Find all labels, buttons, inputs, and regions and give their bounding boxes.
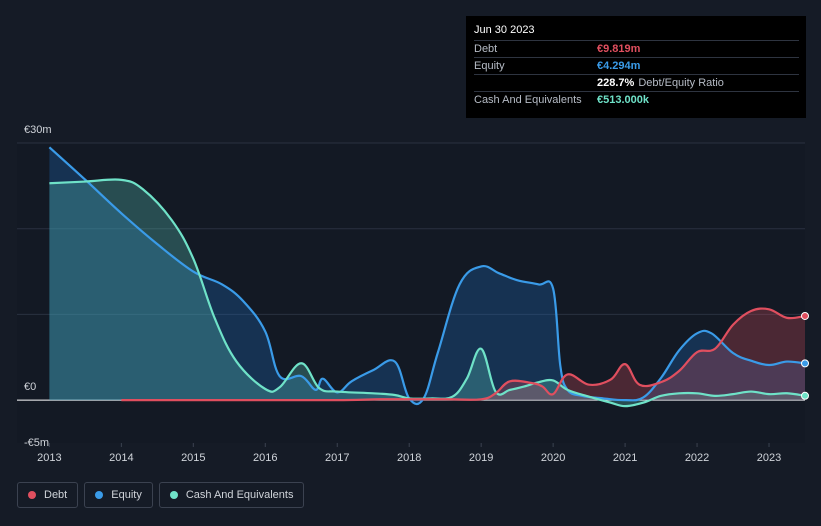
- tooltip-row-debt: Debt €9.819m: [474, 40, 799, 57]
- legend-dot-icon: [95, 491, 104, 499]
- equity-area: [49, 147, 806, 405]
- x-tick-label: 2023: [757, 452, 781, 464]
- legend-dot-icon: [169, 491, 178, 499]
- debt-line: [121, 307, 806, 402]
- y-axis-ticks: €30m €0 -€5m: [24, 124, 52, 449]
- cash-and-equivalents-line: [49, 178, 806, 408]
- tooltip-label: Equity: [474, 60, 505, 72]
- tooltip-label: Debt: [474, 43, 498, 55]
- legend-label: Debt: [44, 489, 68, 501]
- x-tick-label: 2018: [397, 452, 421, 464]
- tooltip-date: Jun 30 2023: [474, 24, 535, 36]
- x-tick-label: 2017: [325, 452, 349, 464]
- legend-item-equity[interactable]: Equity: [84, 482, 153, 508]
- debt-area: [121, 308, 805, 401]
- y-tick-label: €30m: [24, 124, 52, 136]
- series-areas: [49, 147, 806, 407]
- series-lines: [48, 146, 806, 408]
- x-tick-label: 2019: [469, 452, 493, 464]
- tooltip-row-equity: Equity €4.294m: [474, 57, 799, 74]
- x-tick-label: 2020: [541, 452, 565, 464]
- x-tick-label: 2016: [253, 452, 277, 464]
- x-axis-ticks: 2013 2014 2015 2016 2017 2018 2019 2020 2021 2022…: [37, 443, 781, 464]
- legend-dot-icon: [28, 491, 36, 499]
- tooltip-value: 228.7%: [597, 77, 635, 89]
- tooltip-value: €9.819m: [597, 43, 641, 55]
- equity-endpoint: [801, 359, 809, 368]
- cash-and-equivalents-area: [49, 179, 806, 407]
- legend-item-debt[interactable]: Debt: [17, 482, 79, 508]
- equity-line: [48, 146, 806, 406]
- x-tick-label: 2015: [181, 452, 205, 464]
- legend: Debt Equity Cash And Equivalents: [17, 482, 305, 508]
- x-tick-label: 2013: [37, 452, 61, 464]
- y-tick-label: -€5m: [24, 437, 49, 449]
- debt-endpoint: [801, 311, 809, 320]
- x-tick-label: 2014: [109, 452, 133, 464]
- tooltip-value: €513.000k: [597, 94, 649, 106]
- series-endpoints: [801, 311, 809, 400]
- tooltip-suffix: Debt/Equity Ratio: [638, 77, 724, 89]
- tooltip-value: €4.294m: [597, 60, 641, 72]
- legend-label: Cash And Equivalents: [185, 489, 294, 501]
- x-tick-label: 2021: [613, 452, 637, 464]
- hover-tooltip: Jun 30 2023 Debt €9.819m Equity €4.294m …: [466, 16, 806, 118]
- cash-and-equivalents-endpoint: [801, 391, 809, 400]
- tooltip-row-ratio: 228.7% Debt/Equity Ratio: [474, 74, 799, 91]
- y-tick-label: €0: [24, 381, 36, 393]
- legend-label: Equity: [111, 489, 142, 501]
- tooltip-row-cash: Cash And Equivalents €513.000k: [474, 91, 799, 108]
- x-tick-label: 2022: [685, 452, 709, 464]
- legend-item-cash[interactable]: Cash And Equivalents: [158, 482, 305, 508]
- tooltip-label: Cash And Equivalents: [474, 94, 582, 106]
